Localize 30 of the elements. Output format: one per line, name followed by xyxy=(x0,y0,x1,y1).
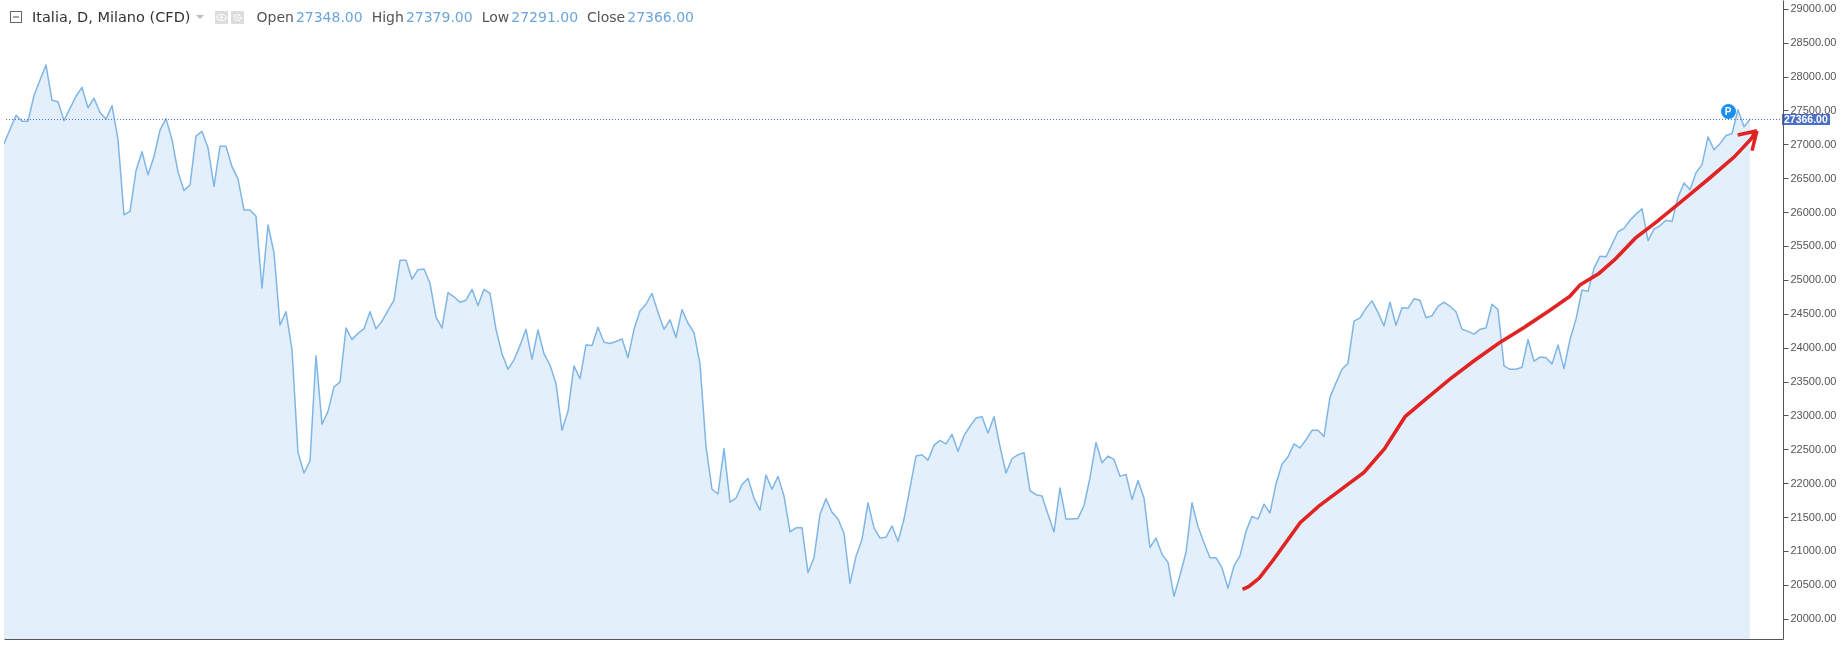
y-tick-label: 21000.00 xyxy=(1790,544,1837,557)
y-tick-label: 20000.00 xyxy=(1790,612,1837,625)
y-tick-label: 23000.00 xyxy=(1790,408,1837,421)
annotation: Close xyxy=(587,9,626,25)
y-tick-label: 25500.00 xyxy=(1790,239,1837,252)
y-tick-label: 21500.00 xyxy=(1790,510,1837,523)
annotation: 27366.00 xyxy=(627,9,695,25)
ref-line-label: 27366.00 xyxy=(1782,113,1830,126)
y-tick-label: 29000.00 xyxy=(1790,2,1837,15)
annotation: 27348.00 xyxy=(295,9,363,25)
y-tick-label: 24000.00 xyxy=(1790,341,1837,354)
y-tick-label: 20500.00 xyxy=(1790,578,1837,591)
badge-icon: P xyxy=(1720,104,1736,120)
y-tick-label: 22000.00 xyxy=(1790,476,1837,489)
text: Italia, D, Milano (CFD) xyxy=(32,9,191,25)
y-tick-label: 27000.00 xyxy=(1790,137,1837,150)
y-tick-label: 25000.00 xyxy=(1790,273,1837,286)
y-tick-label: 28000.00 xyxy=(1790,70,1837,83)
y-tick-label: 27500.00 xyxy=(1790,103,1837,116)
y-tick-label: 26500.00 xyxy=(1790,171,1837,184)
y-tick-label: 28500.00 xyxy=(1790,36,1837,49)
y-tick-label: 22500.00 xyxy=(1790,442,1837,455)
annotation: 27291.00 xyxy=(511,9,579,25)
annotation: Open xyxy=(256,9,294,25)
y-tick-label: 23500.00 xyxy=(1790,375,1837,387)
y-tick-label: 26000.00 xyxy=(1790,205,1837,218)
annotation: 27379.00 xyxy=(405,9,473,25)
annotation: High xyxy=(371,9,404,25)
y-tick-label: 24500.00 xyxy=(1790,307,1837,320)
annotation: Low xyxy=(481,9,510,25)
